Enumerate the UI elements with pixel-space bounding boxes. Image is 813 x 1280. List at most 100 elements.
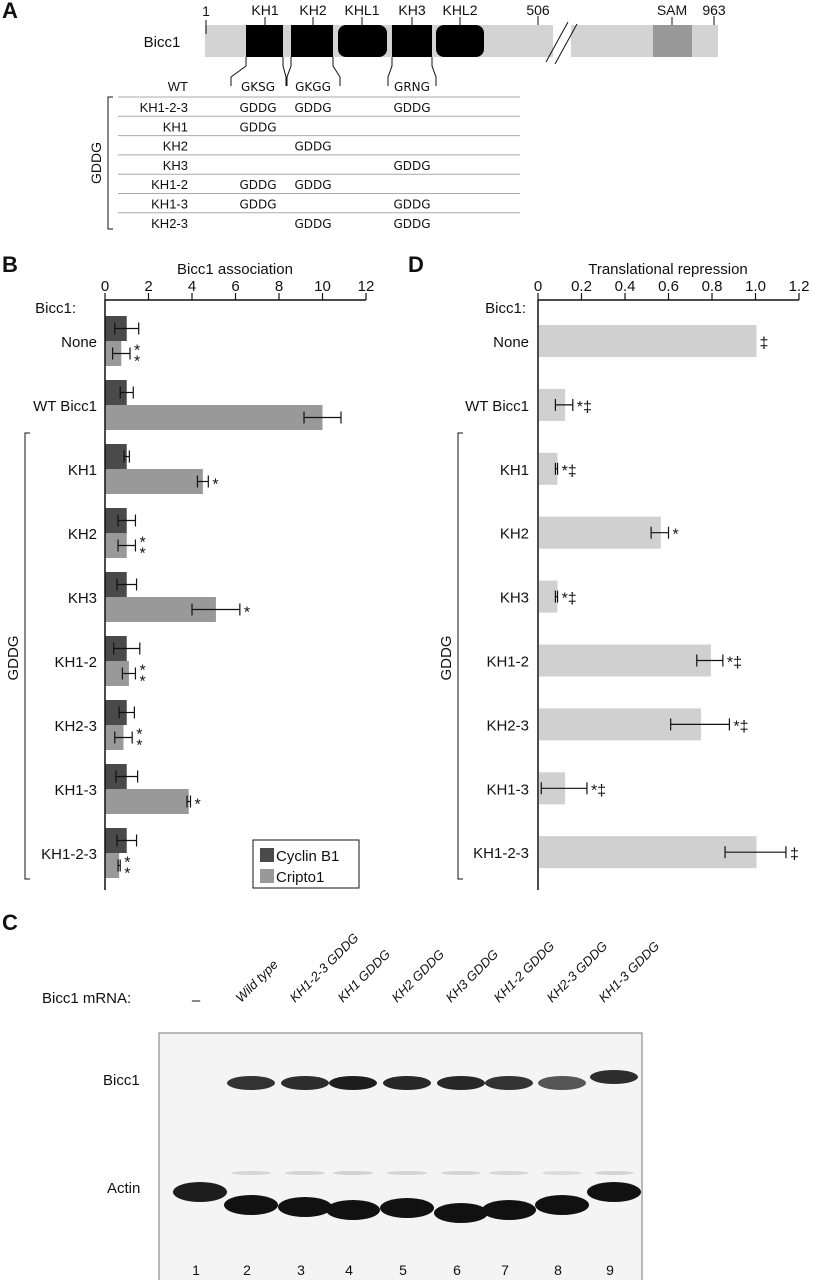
domain-kh3 xyxy=(392,25,432,57)
significance-marker: * xyxy=(136,738,142,755)
mutant-motif-kh3: GDDG xyxy=(393,217,430,231)
chart-b-title: Bicc1 association xyxy=(177,261,293,278)
band-faint xyxy=(387,1171,427,1175)
chart-d-tick-label: 0.8 xyxy=(702,278,723,295)
significance-marker: * xyxy=(244,605,250,622)
significance-marker: * xyxy=(139,663,145,680)
significance-marker: * xyxy=(139,535,145,552)
domain-label-sam: SAM xyxy=(657,2,687,18)
lane-number: 3 xyxy=(297,1262,305,1278)
legend-swatch-cripto1 xyxy=(260,869,274,883)
protein-name: Bicc1 xyxy=(144,34,181,51)
chart-b-tick-label: 12 xyxy=(358,278,375,295)
lane-number: 4 xyxy=(345,1262,353,1278)
chart-b-tick-label: 2 xyxy=(144,278,152,295)
significance-marker: * xyxy=(134,343,140,360)
chart-d-category-label: WT Bicc1 xyxy=(465,398,529,415)
bar-cripto1 xyxy=(105,853,120,878)
chart-b-legend: Cyclin B1 Cripto1 xyxy=(252,839,360,889)
chart-d-group-label: GDDG xyxy=(438,636,455,681)
chart-d-category-label: KH2-3 xyxy=(486,717,529,734)
bar-translational-repression xyxy=(539,452,558,485)
band-faint xyxy=(594,1171,634,1175)
legend-swatch-cyclin-b1 xyxy=(260,848,274,862)
band-faint xyxy=(333,1171,373,1175)
chart-b-category-label: KH2-3 xyxy=(54,718,97,735)
chart-d-tick-label: 0.4 xyxy=(615,278,636,295)
chart-b-row-header: Bicc1: xyxy=(35,300,76,317)
mutant-motif-kh3: GDDG xyxy=(393,159,430,173)
bar-cyclin-b1 xyxy=(105,572,127,597)
bar-cyclin-b1 xyxy=(105,508,127,533)
mutant-name-kh1-2: KH1-2 xyxy=(151,177,188,192)
chart-b-tick-label: 10 xyxy=(314,278,331,295)
band-faint xyxy=(489,1171,529,1175)
chart-d-gddg-bracket xyxy=(457,432,463,880)
significance-marker: * xyxy=(136,727,142,744)
chart-b-category-label: KH2 xyxy=(68,526,97,543)
bar-cripto1 xyxy=(105,661,129,686)
position-start: 1 xyxy=(202,3,210,19)
position-end: 963 xyxy=(702,2,726,18)
motif-brackets xyxy=(230,57,437,86)
chart-d-tick-label: 0.2 xyxy=(571,278,592,295)
chart-b-category-label: WT Bicc1 xyxy=(33,398,97,415)
break-mark-1 xyxy=(545,21,569,63)
lane-number: 7 xyxy=(501,1262,509,1278)
mutant-name-kh2: KH2 xyxy=(163,139,188,154)
band-actin xyxy=(434,1203,488,1223)
band-actin xyxy=(482,1200,536,1220)
blot-membrane xyxy=(158,1032,643,1280)
domain-khl1 xyxy=(338,25,387,57)
break-gap xyxy=(553,20,571,62)
domain-label-khl1: KHL1 xyxy=(344,2,379,18)
chart-d-category-label: KH2 xyxy=(500,526,529,543)
mutant-motif-kh3: GDDG xyxy=(393,198,430,212)
chart-translational-repression: Translational repression Bicc1: 0 0.2 0.4 0… xyxy=(438,261,810,890)
legend-label-cripto1: Cripto1 xyxy=(276,869,324,886)
lane-label-none: – xyxy=(192,992,201,1009)
chart-d-tick-label: 0 xyxy=(534,278,542,295)
chart-d-row-header: Bicc1: xyxy=(485,300,526,317)
chart-b-gddg-bracket xyxy=(24,432,30,880)
bar-cyclin-b1 xyxy=(105,380,127,405)
band-faint xyxy=(441,1171,481,1175)
lane-label: KH2 GDDG xyxy=(389,946,448,1005)
wt-motif-kh1: GKSG xyxy=(241,80,275,94)
position-mid: 506 xyxy=(526,2,550,18)
mutant-motif-kh3: GDDG xyxy=(393,101,430,115)
band-bicc1 xyxy=(227,1076,275,1090)
mutant-motif-kh2: GDDG xyxy=(294,101,331,115)
chart-b-category-label: KH1 xyxy=(68,462,97,479)
significance-marker: * xyxy=(124,866,130,883)
significance-marker: *‡ xyxy=(577,399,592,416)
band-actin xyxy=(535,1195,589,1215)
significance-marker: ‡ xyxy=(760,335,769,352)
significance-marker: * xyxy=(134,354,140,371)
significance-marker: *‡ xyxy=(727,655,742,672)
bar-cripto1 xyxy=(105,469,203,494)
wt-motif-kh3: GRNG xyxy=(394,80,430,94)
band-actin xyxy=(380,1198,434,1218)
chart-d-tick-label: 1.2 xyxy=(789,278,810,295)
bar-cripto1 xyxy=(105,533,127,558)
gddg-group-label: GDDG xyxy=(88,142,104,184)
significance-marker: * xyxy=(673,527,679,544)
mutant-motif-kh1: GDDG xyxy=(239,120,276,134)
bar-cripto1 xyxy=(105,405,323,430)
panel-label-a: A xyxy=(2,0,18,23)
bar-translational-repression xyxy=(539,836,757,869)
wt-motif-kh2: GKGG xyxy=(295,80,331,94)
domain-map: Bicc1 1 506 963 KH1 KH2 KHL1 KH3 KHL2 SAM WT … xyxy=(88,2,726,231)
chart-b-group-label: GDDG xyxy=(5,636,22,681)
domain-kh2 xyxy=(291,25,333,57)
bar-translational-repression xyxy=(539,580,558,613)
lane-label: Wild type xyxy=(233,957,281,1005)
band-actin xyxy=(587,1182,641,1202)
chart-b-category-label: KH3 xyxy=(68,590,97,607)
band-bicc1 xyxy=(383,1076,431,1090)
chart-b-category-label: KH1-3 xyxy=(54,782,97,799)
legend-label-cyclin-b1: Cyclin B1 xyxy=(276,848,339,865)
lane-number: 6 xyxy=(453,1262,461,1278)
chart-b-category-label: KH1-2-3 xyxy=(41,846,97,863)
